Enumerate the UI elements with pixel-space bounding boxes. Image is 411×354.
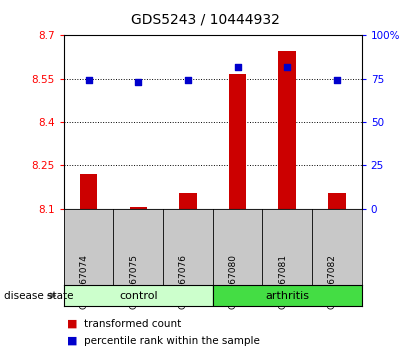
Point [185, 78, 191, 83]
Text: GSM567082: GSM567082 [328, 254, 337, 309]
Point [85, 78, 92, 83]
Bar [328, 193, 346, 209]
Bar [213, 285, 362, 306]
Text: GSM567081: GSM567081 [278, 254, 287, 309]
Text: GSM567074: GSM567074 [80, 254, 88, 309]
Text: ■: ■ [67, 336, 77, 346]
Text: GDS5243 / 10444932: GDS5243 / 10444932 [131, 12, 280, 27]
Point [135, 79, 141, 85]
Text: arthritis: arthritis [265, 291, 309, 301]
Text: GSM567080: GSM567080 [229, 254, 238, 309]
Bar [80, 174, 97, 209]
Text: transformed count: transformed count [84, 319, 182, 329]
Text: GSM567075: GSM567075 [129, 254, 138, 309]
Bar [64, 285, 213, 306]
Bar [129, 207, 147, 209]
Text: ■: ■ [67, 319, 77, 329]
Bar [179, 193, 196, 209]
Bar [279, 51, 296, 209]
Point [284, 64, 291, 69]
Text: control: control [119, 291, 157, 301]
Text: GSM567076: GSM567076 [179, 254, 188, 309]
Point [334, 78, 340, 83]
Text: disease state: disease state [4, 291, 74, 301]
Point [234, 64, 241, 69]
Text: percentile rank within the sample: percentile rank within the sample [84, 336, 260, 346]
Bar [229, 74, 246, 209]
